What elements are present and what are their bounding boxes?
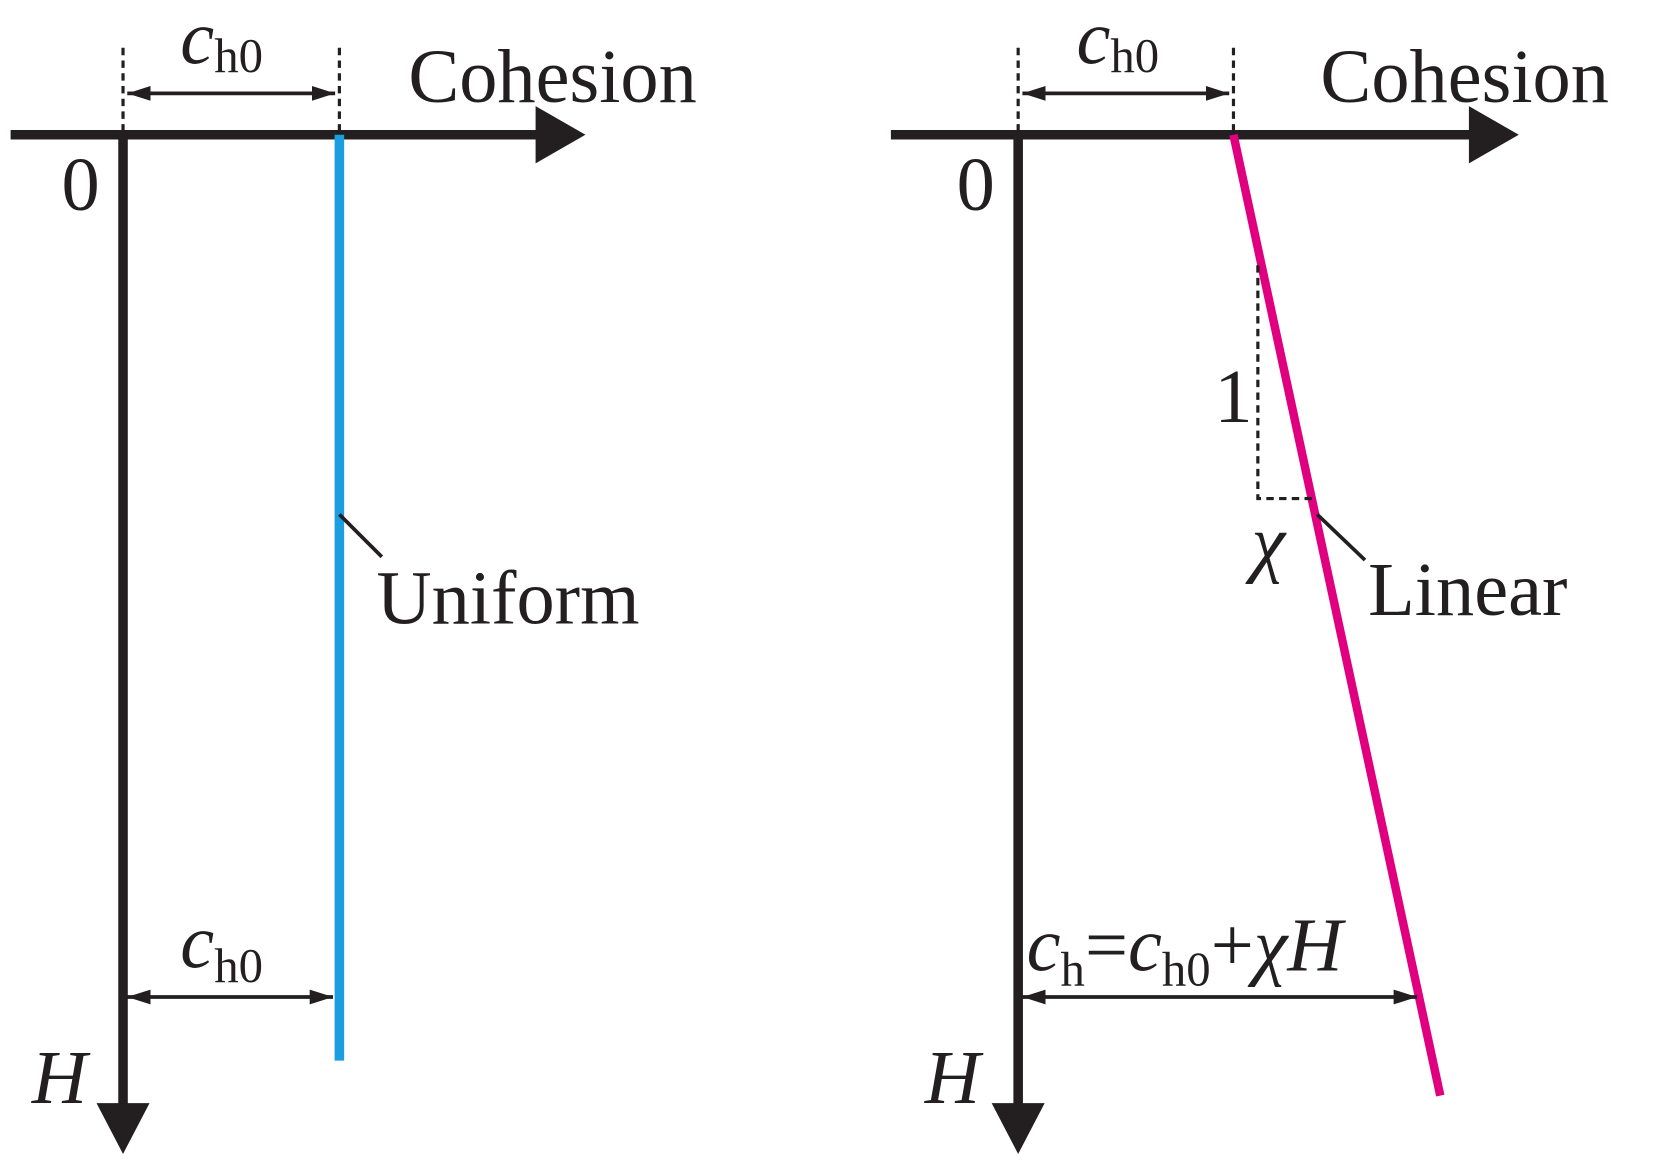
origin-label: 0	[957, 142, 995, 227]
leader-line	[338, 513, 384, 559]
formula: ch=ch0+χH	[1027, 902, 1347, 996]
uniform-panel: ch0 Cohesion 0 H Uniform ch0	[10, 0, 697, 1154]
depth-label: H	[924, 1035, 984, 1120]
linear-panel: ch0 Cohesion 0 H 1 χ Linear ch=ch0+χH	[890, 0, 1609, 1154]
curve-label: Uniform	[377, 556, 640, 641]
arrowhead	[1468, 106, 1519, 164]
axis-label: Cohesion	[1320, 34, 1608, 119]
origin-label: 0	[62, 142, 100, 227]
curve-label: Linear	[1368, 547, 1567, 632]
leader-line	[1315, 513, 1367, 562]
slope-run: χ	[1244, 499, 1287, 584]
depth-label: H	[31, 1035, 91, 1120]
arrowhead	[991, 1103, 1045, 1154]
arrowhead	[535, 106, 586, 164]
arrowhead	[96, 1103, 150, 1154]
axis-label: Cohesion	[408, 34, 696, 119]
top-label: ch0	[1076, 0, 1159, 83]
bottom-label: ch0	[180, 899, 263, 993]
slope-rise: 1	[1214, 354, 1252, 439]
linear-line	[1229, 133, 1445, 1097]
slope-triangle	[1256, 265, 1314, 501]
top-label: ch0	[180, 0, 263, 83]
